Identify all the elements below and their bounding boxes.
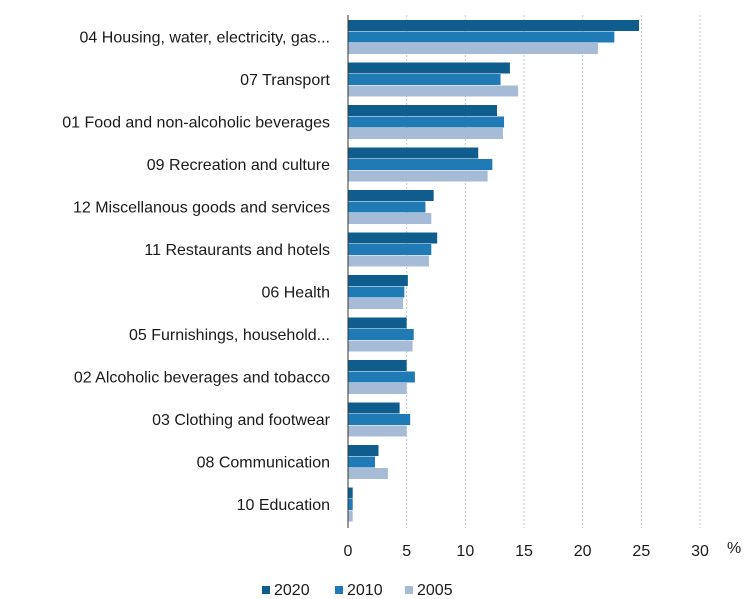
bar-2010-0	[348, 31, 615, 43]
bar-2010-1	[348, 74, 501, 85]
category-label-5: 11 Restaurants and hotels	[144, 242, 330, 259]
bar-2010-9	[348, 414, 411, 425]
bar-2020-2	[348, 105, 498, 116]
bar-2020-10	[348, 445, 379, 456]
x-tick-labels: 0 5 10 15 20 25 30	[344, 543, 709, 560]
bar-2020-5	[348, 232, 438, 244]
legend-label-2005: 2005	[417, 582, 453, 599]
bar-2005-7	[348, 340, 413, 352]
bar-2005-4	[348, 213, 432, 224]
bar-2010-8	[348, 371, 415, 383]
category-label-9: 03 Clothing and footwear	[152, 412, 331, 429]
bar-2010-7	[348, 329, 414, 340]
bar-2010-2	[348, 116, 505, 128]
bar-2005-11	[348, 510, 353, 522]
bar-2020-0	[348, 20, 639, 31]
bar-2005-6	[348, 298, 404, 309]
bar-2020-7	[348, 317, 407, 329]
bar-2005-2	[348, 128, 503, 139]
category-label-10: 08 Communication	[197, 455, 330, 472]
bar-2020-9	[348, 402, 400, 414]
bar-2010-3	[348, 159, 493, 170]
legend: 2020 2010 2005	[262, 582, 453, 599]
bar-2005-0	[348, 43, 598, 54]
category-label-11: 10 Education	[237, 497, 330, 514]
category-label-4: 12 Miscellanous goods and services	[73, 200, 330, 217]
category-label-3: 09 Recreation and culture	[147, 157, 330, 174]
bar-2005-5	[348, 255, 429, 267]
x-tick-label-6: 30	[691, 543, 709, 560]
bar-2020-6	[348, 275, 408, 286]
category-label-6: 06 Health	[262, 285, 331, 302]
x-tick-label-2: 10	[456, 543, 474, 560]
x-unit-label: %	[727, 540, 741, 557]
category-label-7: 05 Furnishings, household...	[129, 327, 330, 344]
vertical-gridlines	[406, 15, 701, 528]
category-labels: 04 Housing, water, electricity, gas... 07…	[62, 30, 330, 515]
legend-label-2020: 2020	[274, 582, 310, 599]
bars-layer	[348, 20, 639, 522]
category-label-0: 04 Housing, water, electricity, gas...	[80, 30, 330, 47]
bar-2005-9	[348, 425, 407, 437]
bar-2010-5	[348, 244, 432, 255]
bar-2005-3	[348, 170, 488, 182]
bar-2020-11	[348, 487, 353, 499]
x-tick-label-5: 25	[632, 543, 650, 560]
bar-2005-8	[348, 383, 407, 394]
category-label-2: 01 Food and non-alcoholic beverages	[62, 115, 330, 132]
bar-2010-4	[348, 201, 426, 213]
bar-2020-1	[348, 62, 510, 74]
bar-2020-8	[348, 360, 407, 371]
x-tick-label-1: 5	[402, 543, 411, 560]
bar-2005-1	[348, 85, 519, 97]
bar-2010-6	[348, 286, 405, 298]
legend-swatch-2020	[262, 586, 270, 594]
bar-2005-10	[348, 468, 388, 479]
x-tick-label-0: 0	[344, 543, 353, 560]
bar-2020-3	[348, 147, 479, 159]
bar-2010-11	[348, 499, 353, 510]
legend-label-2010: 2010	[347, 582, 383, 599]
bar-2010-10	[348, 456, 375, 468]
bar-2020-4	[348, 190, 434, 201]
category-label-1: 07 Transport	[240, 72, 330, 89]
legend-swatch-2005	[405, 586, 413, 594]
x-tick-label-3: 15	[515, 543, 533, 560]
x-tick-label-4: 20	[574, 543, 592, 560]
category-label-8: 02 Alcoholic beverages and tobacco	[74, 370, 330, 387]
legend-swatch-2010	[335, 586, 343, 594]
